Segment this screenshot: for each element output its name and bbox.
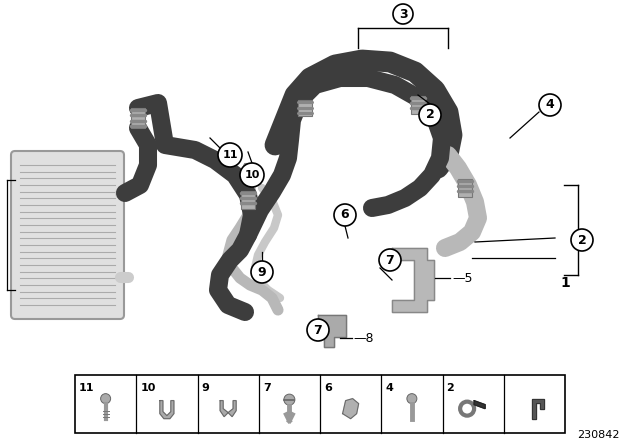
Text: 2: 2 [578,233,586,246]
Polygon shape [392,248,434,312]
Text: 4: 4 [385,383,393,393]
Text: —5: —5 [452,271,472,284]
Text: 9: 9 [202,383,209,393]
Text: 230842: 230842 [577,430,620,440]
Text: 11: 11 [79,383,95,393]
Text: 10: 10 [244,170,260,180]
Circle shape [407,394,417,404]
Text: 10: 10 [140,383,156,393]
Text: 7: 7 [263,383,271,393]
Text: 2: 2 [447,383,454,393]
Bar [458,179,472,197]
Polygon shape [342,399,358,418]
Text: 9: 9 [258,266,266,279]
Circle shape [100,394,111,404]
Bar [255,267,271,277]
Circle shape [393,4,413,24]
Circle shape [571,229,593,251]
Text: 1: 1 [560,276,570,290]
Text: 6: 6 [340,208,349,221]
Polygon shape [220,401,236,417]
Polygon shape [318,315,346,347]
Text: 4: 4 [546,99,554,112]
Circle shape [334,204,356,226]
Polygon shape [532,399,545,418]
Circle shape [284,394,295,405]
Polygon shape [160,401,174,418]
Text: —8: —8 [353,332,374,345]
Circle shape [379,249,401,271]
Bar [411,96,425,114]
Bar [298,100,312,116]
Text: 7: 7 [386,254,394,267]
Circle shape [218,143,242,167]
Bar [241,191,255,209]
Bar [131,108,145,128]
Circle shape [251,261,273,283]
Bar [75,375,565,433]
Polygon shape [474,401,485,409]
Circle shape [539,94,561,116]
Circle shape [419,104,441,126]
FancyBboxPatch shape [11,151,124,319]
Text: 6: 6 [324,383,332,393]
Circle shape [240,163,264,187]
Text: 7: 7 [314,323,323,336]
Text: 2: 2 [426,108,435,121]
Text: 3: 3 [399,8,407,21]
Text: 11: 11 [222,150,237,160]
Bar [244,163,256,179]
Circle shape [307,319,329,341]
